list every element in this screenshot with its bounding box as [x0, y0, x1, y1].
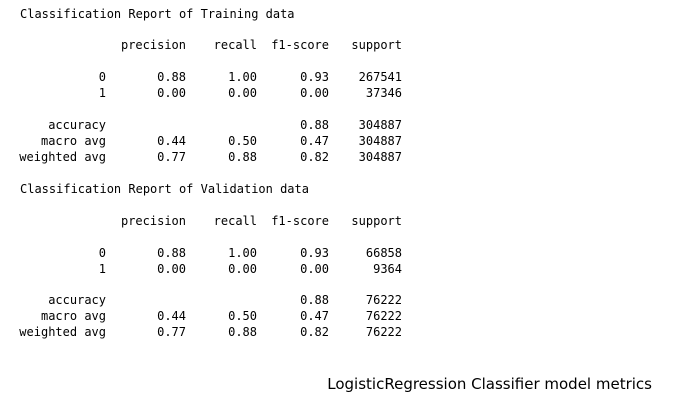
cell-support: 66858 [365, 246, 402, 260]
row-label: accuracy [48, 293, 106, 307]
cell-support: 304887 [358, 118, 402, 132]
cell-recall: 0.50 [228, 134, 257, 148]
cell-f1: 0.82 [300, 150, 329, 164]
row-label: 1 [98, 86, 106, 100]
row-label: weighted avg [19, 150, 106, 164]
cell-f1: 0.88 [300, 293, 329, 307]
cell-support: 267541 [358, 70, 402, 84]
cell-recall: 0.00 [228, 86, 257, 100]
cell-precision: 0.00 [157, 262, 186, 276]
validation-report-title: Classification Report of Validation data [20, 182, 309, 196]
cell-f1: 0.88 [300, 118, 329, 132]
cell-f1: 0.82 [300, 325, 329, 339]
training-report-title: Classification Report of Training data [20, 7, 295, 21]
cell-support: 9364 [373, 262, 402, 276]
cell-recall: 1.00 [228, 246, 257, 260]
figure-caption: LogisticRegression Classifier model metr… [327, 375, 652, 393]
cell-precision: 0.44 [157, 309, 186, 323]
row-label: weighted avg [19, 325, 106, 339]
header-precision: precision [120, 38, 186, 52]
cell-support: 76222 [365, 293, 402, 307]
header-f1-score: f1-score [271, 38, 329, 52]
row-label: 1 [98, 262, 106, 276]
cell-precision: 0.00 [157, 86, 186, 100]
header-precision: precision [120, 214, 186, 228]
cell-f1: 0.00 [300, 262, 329, 276]
header-support: support [351, 214, 402, 228]
row-label: 0 [98, 70, 106, 84]
row-label: 0 [98, 246, 106, 260]
row-label: accuracy [48, 118, 106, 132]
cell-recall: 0.88 [228, 325, 257, 339]
row-label: macro avg [40, 309, 106, 323]
cell-support: 76222 [365, 325, 402, 339]
header-f1-score: f1-score [271, 214, 329, 228]
header-support: support [351, 38, 402, 52]
header-recall: recall [213, 214, 257, 228]
cell-f1: 0.00 [300, 86, 329, 100]
cell-support: 76222 [365, 309, 402, 323]
cell-recall: 0.00 [228, 262, 257, 276]
row-label: macro avg [40, 134, 106, 148]
cell-precision: 0.77 [157, 325, 186, 339]
header-recall: recall [213, 38, 257, 52]
cell-recall: 0.88 [228, 150, 257, 164]
cell-recall: 0.50 [228, 309, 257, 323]
cell-support: 37346 [365, 86, 402, 100]
cell-support: 304887 [358, 134, 402, 148]
cell-f1: 0.47 [300, 134, 329, 148]
cell-f1: 0.47 [300, 309, 329, 323]
cell-f1: 0.93 [300, 70, 329, 84]
cell-support: 304887 [358, 150, 402, 164]
cell-precision: 0.88 [157, 246, 186, 260]
cell-recall: 1.00 [228, 70, 257, 84]
cell-precision: 0.44 [157, 134, 186, 148]
cell-precision: 0.77 [157, 150, 186, 164]
cell-precision: 0.88 [157, 70, 186, 84]
cell-f1: 0.93 [300, 246, 329, 260]
